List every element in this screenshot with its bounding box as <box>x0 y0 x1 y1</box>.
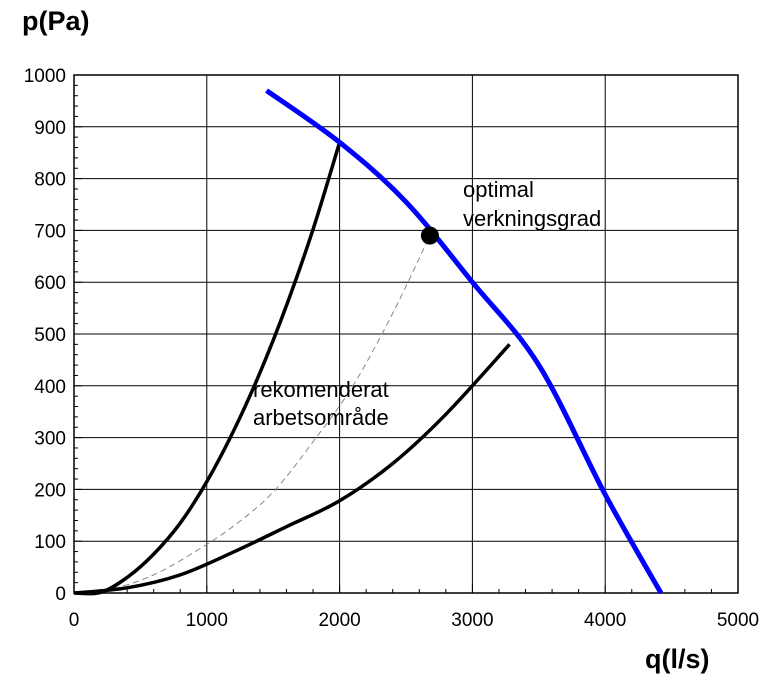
series-left-system-curve <box>73 141 342 596</box>
x-tick-label-0: 0 <box>69 610 80 631</box>
y-tick-label-700: 700 <box>34 221 66 242</box>
x-axis-title: q(l/s) <box>645 644 710 674</box>
y-tick-label-1000: 1000 <box>24 66 66 87</box>
y-tick-label-300: 300 <box>34 429 66 450</box>
y-tick-label-900: 900 <box>34 118 66 139</box>
series-right-system-curve <box>73 343 511 595</box>
x-tick-label-2000: 2000 <box>318 610 360 631</box>
y-tick-labels: 0 100 200 300 400 500 600 700 800 900 1000 <box>24 66 66 605</box>
annotation-optimal-line1: optimal <box>463 177 534 202</box>
annotation-range-line2: arbetsområde <box>253 405 389 430</box>
optimal-point-marker <box>420 226 439 245</box>
annotation-range-line1: rekomenderat <box>253 377 389 402</box>
x-tick-label-3000: 3000 <box>451 610 493 631</box>
series-fan-curve <box>265 88 664 595</box>
annotation-optimal-line2: verkningsgrad <box>463 206 601 231</box>
x-tick-label-4000: 4000 <box>584 610 626 631</box>
grid <box>74 75 738 593</box>
y-tick-label-600: 600 <box>34 273 66 294</box>
series-optimal-system-curve <box>73 235 431 594</box>
y-tick-label-500: 500 <box>34 325 66 346</box>
y-tick-label-400: 400 <box>34 377 66 398</box>
y-tick-label-200: 200 <box>34 480 66 501</box>
y-axis-title: p(Pa) <box>22 6 90 36</box>
x-tick-label-5000: 5000 <box>717 610 759 631</box>
series-layer <box>73 88 664 596</box>
y-tick-label-100: 100 <box>34 532 66 553</box>
y-tick-label-0: 0 <box>55 584 66 605</box>
x-tick-labels: 0 1000 2000 3000 4000 5000 <box>69 610 759 631</box>
x-tick-label-1000: 1000 <box>186 610 228 631</box>
y-tick-label-800: 800 <box>34 170 66 191</box>
plot-frame <box>73 74 739 594</box>
